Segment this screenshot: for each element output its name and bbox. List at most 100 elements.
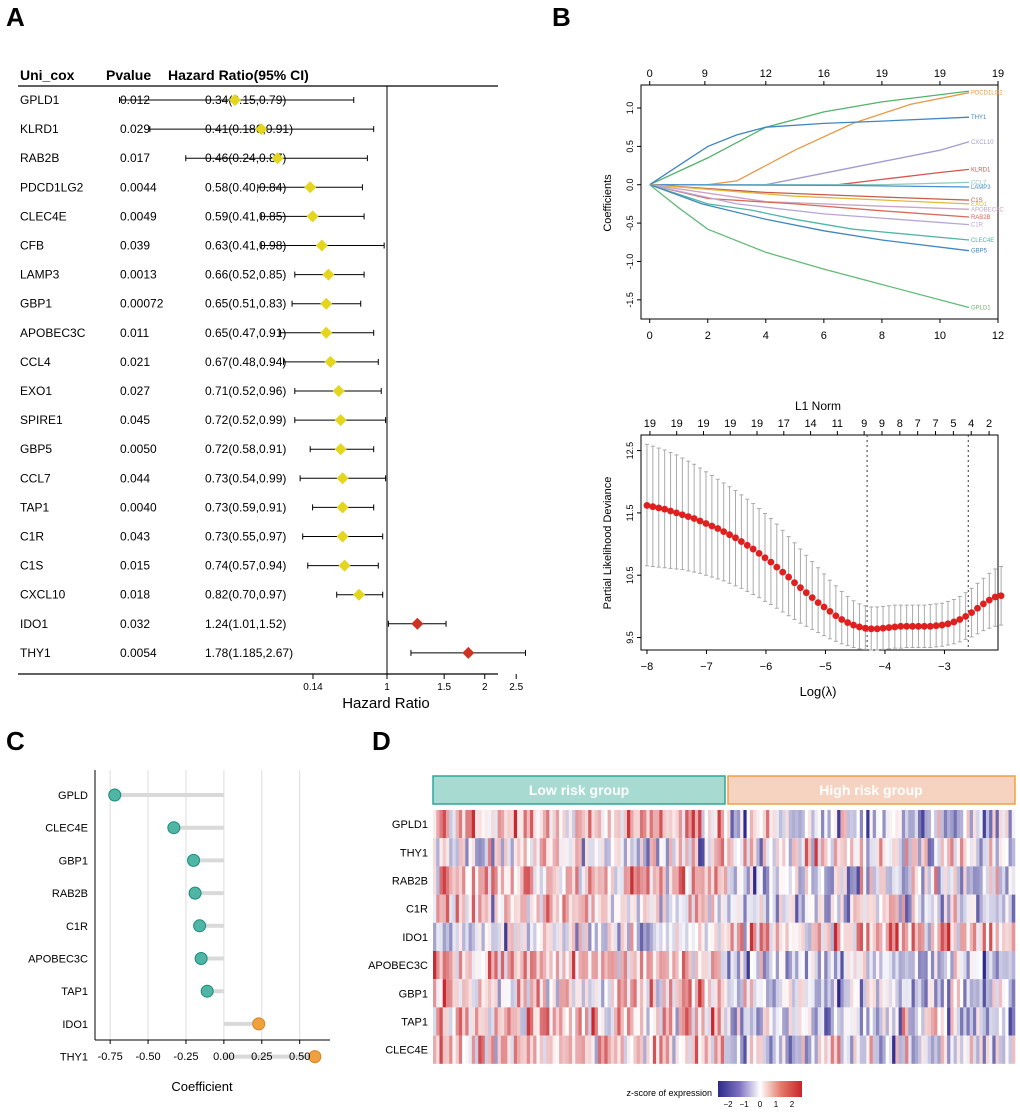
heat-cell bbox=[465, 951, 469, 980]
heat-cell bbox=[442, 1007, 447, 1036]
heat-cell bbox=[905, 951, 909, 980]
heat-cell bbox=[491, 838, 495, 867]
heat-cell bbox=[507, 922, 511, 951]
heat-cell bbox=[843, 1007, 848, 1036]
heat-cell bbox=[727, 866, 731, 895]
forest-hr-marker bbox=[462, 646, 475, 659]
heat-cell bbox=[963, 979, 967, 1008]
heat-cell bbox=[749, 810, 754, 839]
heat-cell bbox=[681, 838, 686, 867]
heat-cell bbox=[985, 951, 990, 980]
heat-cell bbox=[552, 866, 557, 895]
heat-cell bbox=[513, 922, 518, 951]
lasso-path-label: LAMP3 bbox=[971, 185, 991, 191]
forest-hr-marker bbox=[336, 530, 349, 543]
heat-cell bbox=[882, 922, 886, 951]
heat-cell bbox=[795, 810, 799, 839]
cv-mean-point bbox=[991, 593, 999, 601]
heat-cell bbox=[610, 894, 615, 923]
cv-mean-point bbox=[956, 616, 964, 623]
heat-cell bbox=[688, 922, 692, 951]
heat-cell bbox=[914, 1007, 919, 1036]
heat-cell bbox=[614, 866, 618, 895]
forest-pvalue: 0.0044 bbox=[120, 180, 157, 194]
heat-cell bbox=[901, 1035, 906, 1064]
heat-cell bbox=[694, 951, 699, 980]
lolli-point bbox=[188, 886, 202, 900]
heat-cell bbox=[992, 838, 996, 867]
heat-cell bbox=[804, 866, 809, 895]
heat-cell bbox=[788, 979, 793, 1008]
heat-cell bbox=[581, 1035, 586, 1064]
cv-mean-point bbox=[879, 624, 887, 632]
heat-cell bbox=[549, 894, 553, 923]
heat-cell bbox=[943, 894, 948, 923]
heat-cell bbox=[711, 951, 715, 980]
heat-cell bbox=[976, 1035, 980, 1064]
heat-cell bbox=[782, 1007, 786, 1036]
heat-cell bbox=[445, 979, 450, 1008]
lasso-top-tick-label: 19 bbox=[876, 68, 888, 80]
heat-cell bbox=[652, 951, 657, 980]
heat-cell bbox=[1011, 951, 1016, 980]
heat-cell bbox=[833, 838, 838, 867]
heat-cell bbox=[927, 1007, 932, 1036]
heat-cell bbox=[471, 922, 476, 951]
heat-cell bbox=[924, 951, 928, 980]
heat-cell bbox=[698, 1007, 702, 1036]
heat-cell bbox=[711, 922, 715, 951]
heat-cell bbox=[821, 838, 825, 867]
heat-cell bbox=[685, 894, 689, 923]
forest-gene-label: THY1 bbox=[20, 646, 51, 660]
heat-cell bbox=[565, 979, 570, 1008]
heat-cell bbox=[808, 1035, 812, 1064]
heat-cell bbox=[850, 922, 854, 951]
heat-cell bbox=[921, 838, 925, 867]
heat-cell bbox=[1011, 1035, 1016, 1064]
heat-cell bbox=[976, 1007, 980, 1036]
heat-cell bbox=[924, 979, 928, 1008]
heat-cell bbox=[652, 894, 657, 923]
heat-cell bbox=[701, 1007, 705, 1036]
forest-hr-text: 0.58(0.40,0.84) bbox=[205, 180, 286, 194]
heat-cell bbox=[846, 866, 851, 895]
forest-hr-text: 0.72(0.52,0.99) bbox=[205, 413, 286, 427]
heat-cell bbox=[578, 894, 583, 923]
heat-cell bbox=[675, 951, 680, 980]
heat-cell bbox=[542, 894, 547, 923]
heat-cell bbox=[879, 1007, 883, 1036]
heat-cell bbox=[649, 979, 654, 1008]
heat-cell bbox=[985, 1007, 990, 1036]
heat-cell bbox=[927, 810, 932, 839]
lasso-y-tick-label: 1.0 bbox=[625, 102, 635, 115]
heat-cell bbox=[523, 894, 528, 923]
heat-cell bbox=[934, 951, 938, 980]
heat-cell bbox=[507, 951, 511, 980]
heat-row-label: GBP1 bbox=[399, 988, 428, 1000]
heat-cell bbox=[743, 866, 747, 895]
heat-cell bbox=[685, 922, 689, 951]
heat-cell bbox=[804, 979, 809, 1008]
heat-cell bbox=[934, 866, 938, 895]
cv-mean-point bbox=[974, 604, 981, 612]
heat-cell bbox=[814, 866, 819, 895]
heat-cell bbox=[753, 894, 757, 923]
heat-cell bbox=[568, 951, 573, 980]
heat-cell bbox=[465, 979, 469, 1008]
forest-row: CCL7 0.044 0.73(0.54,0.99) bbox=[20, 471, 387, 485]
heat-cell bbox=[937, 894, 941, 923]
heat-cell bbox=[930, 866, 935, 895]
heat-cell bbox=[497, 838, 502, 867]
heat-cell bbox=[445, 922, 450, 951]
heat-cell bbox=[581, 1007, 586, 1036]
heat-cell bbox=[584, 922, 589, 951]
heat-cell bbox=[947, 810, 951, 839]
heat-cell bbox=[462, 866, 466, 895]
heat-cell bbox=[869, 951, 874, 980]
heat-cell bbox=[821, 1035, 825, 1064]
heat-cell bbox=[914, 866, 919, 895]
heat-cell bbox=[863, 838, 867, 867]
heat-cell bbox=[591, 866, 595, 895]
forest-x-tick-label: 1.5 bbox=[437, 682, 451, 693]
heat-cell bbox=[972, 979, 977, 1008]
